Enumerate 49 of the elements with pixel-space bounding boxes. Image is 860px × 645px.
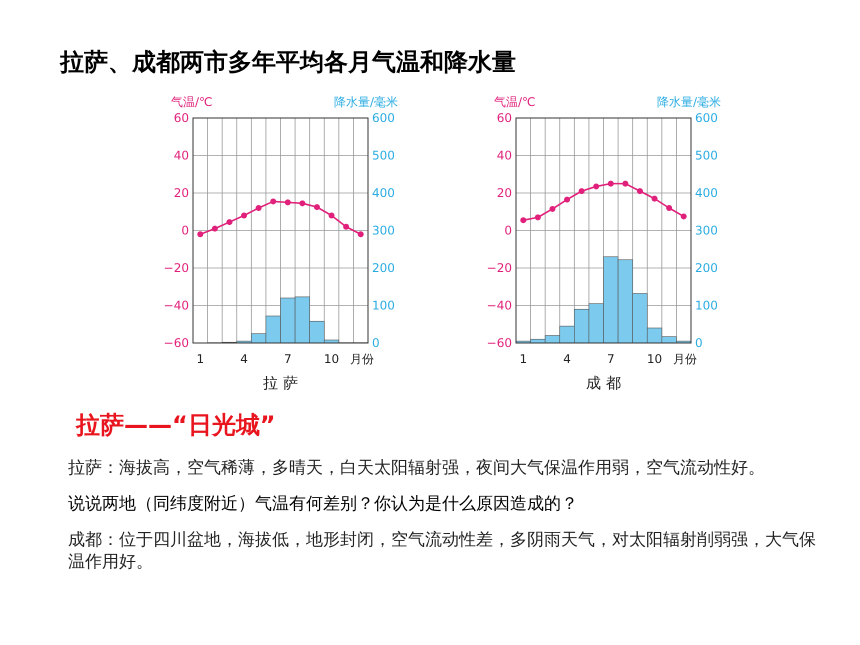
y-tick-label: 0	[181, 224, 189, 238]
y-tick-label: −40	[164, 298, 189, 313]
x-tick-label: 1	[519, 352, 528, 366]
text: 拉 萨	[263, 374, 298, 392]
y-axis-title: 气温/℃	[494, 95, 536, 109]
x-tick-label: 1	[196, 352, 204, 366]
x-tick-label: 7	[606, 352, 615, 366]
y2-tick-label: 600	[372, 111, 395, 126]
y2-tick-label: 200	[695, 261, 718, 276]
text: 拉萨——“日光城”	[75, 411, 276, 439]
text: 拉萨：海拔高，空气稀薄，多晴天，白天太阳辐射强，夜间大气保温作用弱，空气流动性好。	[68, 458, 765, 478]
y2-tick-label: 100	[372, 298, 395, 313]
text: 拉萨、成都两市多年平均各月气温和降水量	[59, 48, 516, 76]
x-axis-title: 月份	[350, 352, 374, 366]
x-tick-label: 10	[646, 352, 662, 366]
y2-tick-label: 300	[695, 224, 718, 238]
text: 成 都	[586, 374, 621, 392]
y-tick-label: −60	[486, 336, 512, 350]
text: 成都：位于四川盆地，海拔低，地形封闭，空气流动性差，多阴雨天气，对太阳辐射削弱强，大气保温作用好。	[68, 530, 816, 572]
y-tick-label: 20	[174, 186, 189, 200]
y2-axis-title: 降水量/毫米	[334, 95, 398, 109]
y-tick-label: 60	[496, 111, 512, 126]
y2-tick-label: 400	[372, 186, 395, 200]
y-axis-title: 气温/℃	[171, 95, 213, 109]
y-tick-label: 20	[496, 186, 512, 200]
x-tick-label: 10	[324, 352, 340, 366]
y2-tick-label: 500	[695, 148, 718, 163]
y2-tick-label: 100	[695, 298, 718, 313]
y-tick-label: 40	[174, 148, 189, 163]
y2-tick-label: 0	[695, 336, 703, 350]
y-tick-label: −20	[486, 261, 512, 276]
text: 说说两地（同纬度附近）气温有何差别？你认为是什么原因造成的？	[68, 494, 578, 514]
y2-axis-title: 降水量/毫米	[656, 95, 721, 109]
x-axis-title: 月份	[673, 352, 697, 366]
y2-tick-label: 0	[372, 336, 380, 350]
y2-tick-label: 600	[695, 111, 718, 126]
x-tick-label: 4	[563, 352, 571, 366]
y-tick-label: −40	[486, 298, 512, 313]
x-tick-label: 7	[284, 352, 292, 366]
y-tick-label: 40	[496, 148, 512, 163]
y2-tick-label: 500	[372, 148, 395, 163]
y-tick-label: −20	[164, 261, 189, 276]
y2-tick-label: 400	[695, 186, 718, 200]
y2-tick-label: 300	[372, 224, 395, 238]
y2-tick-label: 200	[372, 261, 395, 276]
x-tick-label: 4	[240, 352, 248, 366]
y-tick-label: 0	[504, 224, 512, 238]
y-tick-label: 60	[174, 111, 189, 126]
y-tick-label: −60	[164, 336, 189, 350]
